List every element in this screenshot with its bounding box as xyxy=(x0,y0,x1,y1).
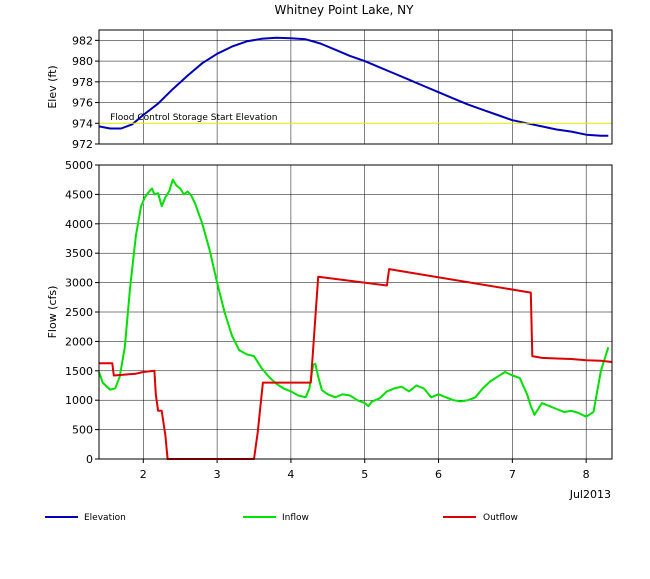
flow-y-tick-label: 1000 xyxy=(65,394,93,407)
flow-panel: 0 500 1000 1500 2000 2500 3000 3500 4000 4500 5000… xyxy=(46,159,613,501)
elevation-plot-area xyxy=(99,30,612,144)
flow-y-tick-label: 2000 xyxy=(65,335,93,348)
flow-x-tick-label: 6 xyxy=(435,468,442,481)
flow-y-tick-label: 2500 xyxy=(65,306,93,319)
flow-x-tick-label: 4 xyxy=(287,468,294,481)
elevation-y-axis-title: Elev (ft) xyxy=(46,65,59,108)
flow-x-ticks: 2 3 4 5 6 7 8 xyxy=(140,459,590,481)
flow-x-tick-label: 2 xyxy=(140,468,147,481)
x-axis-date-label: Jul2013 xyxy=(569,488,611,501)
flow-x-tick-label: 7 xyxy=(509,468,516,481)
flow-plot-frame xyxy=(98,164,613,460)
flow-y-tick-label: 1500 xyxy=(65,365,93,378)
elevation-y-tick-label: 974 xyxy=(72,117,93,130)
elevation-y-tick-label: 978 xyxy=(72,76,93,89)
flow-y-axis-title: Flow (cfs) xyxy=(46,286,59,339)
flow-y-tick-label: 5000 xyxy=(65,159,93,172)
legend: Elevation Inflow Outflow xyxy=(45,513,518,523)
flood-control-annotation: Flood Control Storage Start Elevation xyxy=(110,113,277,123)
legend-label-outflow: Outflow xyxy=(483,513,518,523)
flow-y-ticks: 0 500 1000 1500 2000 2500 3000 3500 4000 4500 5000 xyxy=(65,159,99,466)
flow-x-tick-label: 5 xyxy=(361,468,368,481)
legend-label-elevation: Elevation xyxy=(84,513,126,523)
chart-title: Whitney Point Lake, NY xyxy=(275,3,415,17)
elevation-plot-frame xyxy=(98,29,613,145)
flow-y-tick-label: 3500 xyxy=(65,247,93,260)
flow-series xyxy=(98,178,613,460)
elevation-y-tick-label: 972 xyxy=(72,138,93,151)
elevation-y-tick-label: 980 xyxy=(72,55,93,68)
flow-y-tick-label: 3000 xyxy=(65,277,93,290)
flow-y-tick-label: 0 xyxy=(86,453,93,466)
outflow-line xyxy=(99,268,613,460)
elevation-y-ticks: 972 974 976 978 980 982 xyxy=(72,34,99,151)
flow-y-tick-label: 500 xyxy=(72,424,93,437)
elevation-y-tick-label: 976 xyxy=(72,97,93,110)
elevation-series xyxy=(98,36,612,137)
flow-y-tick-label: 4000 xyxy=(65,218,93,231)
elevation-y-tick-label: 982 xyxy=(72,34,93,47)
flow-x-tick-label: 8 xyxy=(583,468,590,481)
elevation-panel: 972 974 976 978 980 982 Flood Control Storage… xyxy=(46,29,613,151)
legend-label-inflow: Inflow xyxy=(282,513,309,523)
flow-x-tick-label: 3 xyxy=(214,468,221,481)
inflow-line xyxy=(98,178,610,418)
flow-y-tick-label: 4500 xyxy=(65,188,93,201)
